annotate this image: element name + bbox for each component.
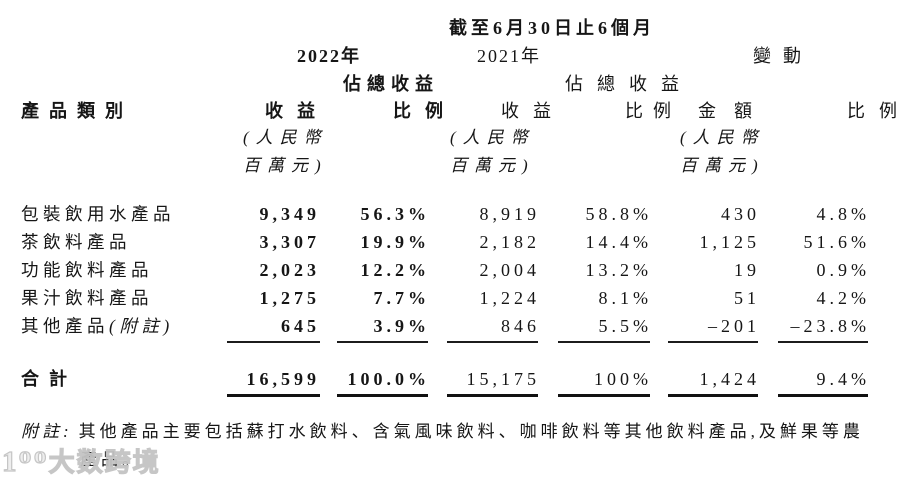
watermark-mark-icon: 1ᴼᴼ bbox=[1, 445, 49, 478]
cell-pct-2021: 5.5% bbox=[598, 316, 652, 336]
cell-pct-2021: 8.1% bbox=[598, 288, 652, 308]
total-underline bbox=[227, 394, 320, 397]
cell-revenue-2022: 9,349 bbox=[259, 204, 320, 224]
unit-rmb-change-line1: (人民幣 bbox=[680, 128, 765, 147]
total-revenue-2021: 15,175 bbox=[466, 369, 540, 389]
cell-revenue-2021: 8,919 bbox=[479, 204, 540, 224]
pct-of-revenue-header-2021: 佔總收益 bbox=[565, 74, 693, 94]
cell-revenue-2021: 846 bbox=[501, 316, 540, 336]
ratio-header-2022: 比例 bbox=[393, 101, 457, 121]
amount-header: 金額 bbox=[698, 101, 770, 121]
column-group-2022: 2022年 bbox=[297, 46, 361, 66]
cell-change-pct: 51.6% bbox=[803, 232, 870, 252]
cell-revenue-2022: 3,307 bbox=[259, 232, 320, 252]
total-underline bbox=[337, 394, 428, 397]
row-label: 其他產品(附註) bbox=[21, 316, 174, 336]
cell-change-amount: 51 bbox=[734, 288, 760, 308]
cell-pct-2022: 3.9% bbox=[373, 316, 430, 336]
row-label: 功能飲料產品 bbox=[21, 260, 153, 280]
unit-rmb-2021-line2: 百萬元) bbox=[450, 156, 535, 175]
column-group-2021: 2021年 bbox=[477, 46, 541, 66]
cell-revenue-2021: 2,004 bbox=[479, 260, 540, 280]
cell-revenue-2022: 645 bbox=[281, 316, 320, 336]
cell-revenue-2021: 1,224 bbox=[479, 288, 540, 308]
cell-change-amount: 19 bbox=[734, 260, 760, 280]
total-underline bbox=[558, 394, 650, 397]
pct-of-revenue-header-2022: 佔總收益 bbox=[343, 74, 439, 94]
divider-line bbox=[558, 341, 650, 343]
total-underline bbox=[447, 394, 538, 397]
footnote-prefix: 附註: bbox=[21, 422, 73, 441]
total-underline bbox=[778, 394, 868, 397]
cell-change-pct: 0.9% bbox=[816, 260, 870, 280]
unit-rmb-change-line2: 百萬元) bbox=[680, 156, 765, 175]
footnote-line2: 產品。 bbox=[80, 450, 143, 469]
revenue-header-2022: 收益 bbox=[265, 101, 329, 121]
total-pct-2022: 100.0% bbox=[347, 369, 430, 389]
cell-pct-2022: 19.9% bbox=[360, 232, 430, 252]
period-title: 截至6月30日止6個月 bbox=[449, 18, 655, 38]
cell-change-pct: 4.8% bbox=[816, 204, 870, 224]
cell-revenue-2022: 2,023 bbox=[259, 260, 320, 280]
divider-line bbox=[227, 341, 320, 343]
cell-pct-2021: 14.4% bbox=[585, 232, 652, 252]
divider-line bbox=[668, 341, 758, 343]
footnote-line1: 附註: 其他產品主要包括蘇打水飲料、含氣風味飲料、咖啡飲料等其他飲料產品,及鮮果等… bbox=[21, 422, 864, 441]
total-revenue-2022: 16,599 bbox=[246, 369, 320, 389]
total-pct-2021: 100% bbox=[594, 369, 652, 389]
unit-rmb-2022-line2: 百萬元) bbox=[243, 156, 328, 175]
watermark-logo: 1ᴼᴼ大数跨境 bbox=[1, 445, 161, 479]
cell-change-pct: –23.8% bbox=[790, 316, 870, 336]
ratio-header-change: 比例 bbox=[847, 101, 911, 121]
divider-line bbox=[447, 341, 538, 343]
cell-change-amount: –201 bbox=[708, 316, 760, 336]
cell-change-pct: 4.2% bbox=[816, 288, 870, 308]
divider-line bbox=[778, 341, 868, 343]
unit-rmb-2021-line1: (人民幣 bbox=[450, 128, 535, 147]
total-change-amount: 1,424 bbox=[699, 369, 760, 389]
total-underline bbox=[668, 394, 758, 397]
product-category-header: 產品類別 bbox=[21, 101, 133, 121]
cell-change-amount: 1,125 bbox=[699, 232, 760, 252]
cell-pct-2021: 58.8% bbox=[585, 204, 652, 224]
cell-pct-2022: 12.2% bbox=[360, 260, 430, 280]
unit-rmb-2022-line1: (人民幣 bbox=[243, 128, 328, 147]
cell-pct-2021: 13.2% bbox=[585, 260, 652, 280]
total-change-pct: 9.4% bbox=[816, 369, 870, 389]
watermark-text: 大数跨境 bbox=[48, 447, 161, 477]
cell-pct-2022: 7.7% bbox=[373, 288, 430, 308]
cell-revenue-2021: 2,182 bbox=[479, 232, 540, 252]
revenue-header-2021: 收益 bbox=[501, 101, 565, 121]
cell-change-amount: 430 bbox=[721, 204, 760, 224]
row-label: 果汁飲料產品 bbox=[21, 288, 153, 308]
total-label: 合計 bbox=[21, 369, 77, 389]
row-label: 茶飲料產品 bbox=[21, 232, 131, 252]
ratio-header-2021: 比例 bbox=[625, 101, 681, 121]
cell-pct-2022: 56.3% bbox=[360, 204, 430, 224]
column-group-change: 變動 bbox=[753, 46, 813, 66]
divider-line bbox=[337, 341, 428, 343]
row-label: 包裝飲用水產品 bbox=[21, 204, 175, 224]
cell-revenue-2022: 1,275 bbox=[259, 288, 320, 308]
